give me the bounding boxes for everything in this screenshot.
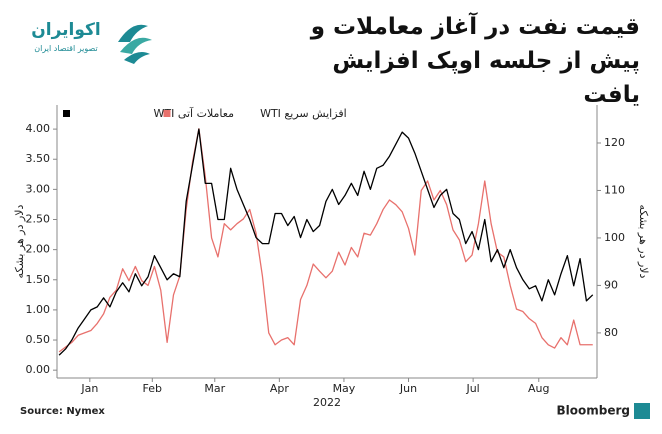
x-tick-label: Feb <box>143 382 162 395</box>
logo-shape <box>118 24 148 42</box>
y-tick-label: 3.00 <box>26 182 51 195</box>
y2-tick-label: 110 <box>604 183 625 196</box>
x-tick-label: Apr <box>270 382 290 395</box>
y-tick-label: 4.00 <box>26 122 51 135</box>
logo-shape <box>120 37 152 54</box>
y-tick-label: 0.50 <box>26 333 51 346</box>
x-tick-label: Jan <box>80 382 98 395</box>
y-tick-label: 1.50 <box>26 273 51 286</box>
legend-label: معاملات آتی WTI <box>153 106 234 120</box>
y-tick-label: 1.00 <box>26 303 51 316</box>
x-axis-label: 2022 <box>313 396 341 409</box>
logo-icon <box>118 24 152 64</box>
legend-swatch <box>163 110 171 117</box>
x-tick-label: Mar <box>204 382 225 395</box>
x-tick-label: Jul <box>465 382 479 395</box>
source: Source: Nymex <box>20 406 105 417</box>
y-tick-label: 2.50 <box>26 213 51 226</box>
x-tick-label: Jun <box>399 382 417 395</box>
logo-shape <box>124 52 150 64</box>
legend-swatch <box>63 110 70 117</box>
y-tick-label: 2.00 <box>26 243 51 256</box>
y-axis-label: دلار در هر بشکه <box>13 204 26 278</box>
y2-tick-label: 90 <box>604 278 618 291</box>
y2-tick-label: 80 <box>604 326 618 339</box>
y2-tick-label: 120 <box>604 136 625 149</box>
y-tick-label: 0.00 <box>26 363 51 376</box>
x-tick-label: Aug <box>528 382 549 395</box>
credit-icon <box>634 403 650 419</box>
y2-axis-label: دلار در هر بشکه <box>637 205 650 279</box>
y-tick-label: 3.50 <box>26 152 51 165</box>
x-tick-label: May <box>333 382 356 395</box>
y2-tick-label: 100 <box>604 231 625 244</box>
credit: Bloomberg <box>557 404 631 418</box>
series-line <box>58 128 594 356</box>
logo-tagline: تصویر اقتصاد ایران <box>34 44 98 53</box>
legend-label: افزایش سریع WTI <box>260 107 347 120</box>
logo-name: اکوایران <box>31 20 101 40</box>
series-line <box>58 128 593 353</box>
chart-title: قیمت نفت در آغاز معاملات و پیش از جلسه ا… <box>310 14 640 108</box>
